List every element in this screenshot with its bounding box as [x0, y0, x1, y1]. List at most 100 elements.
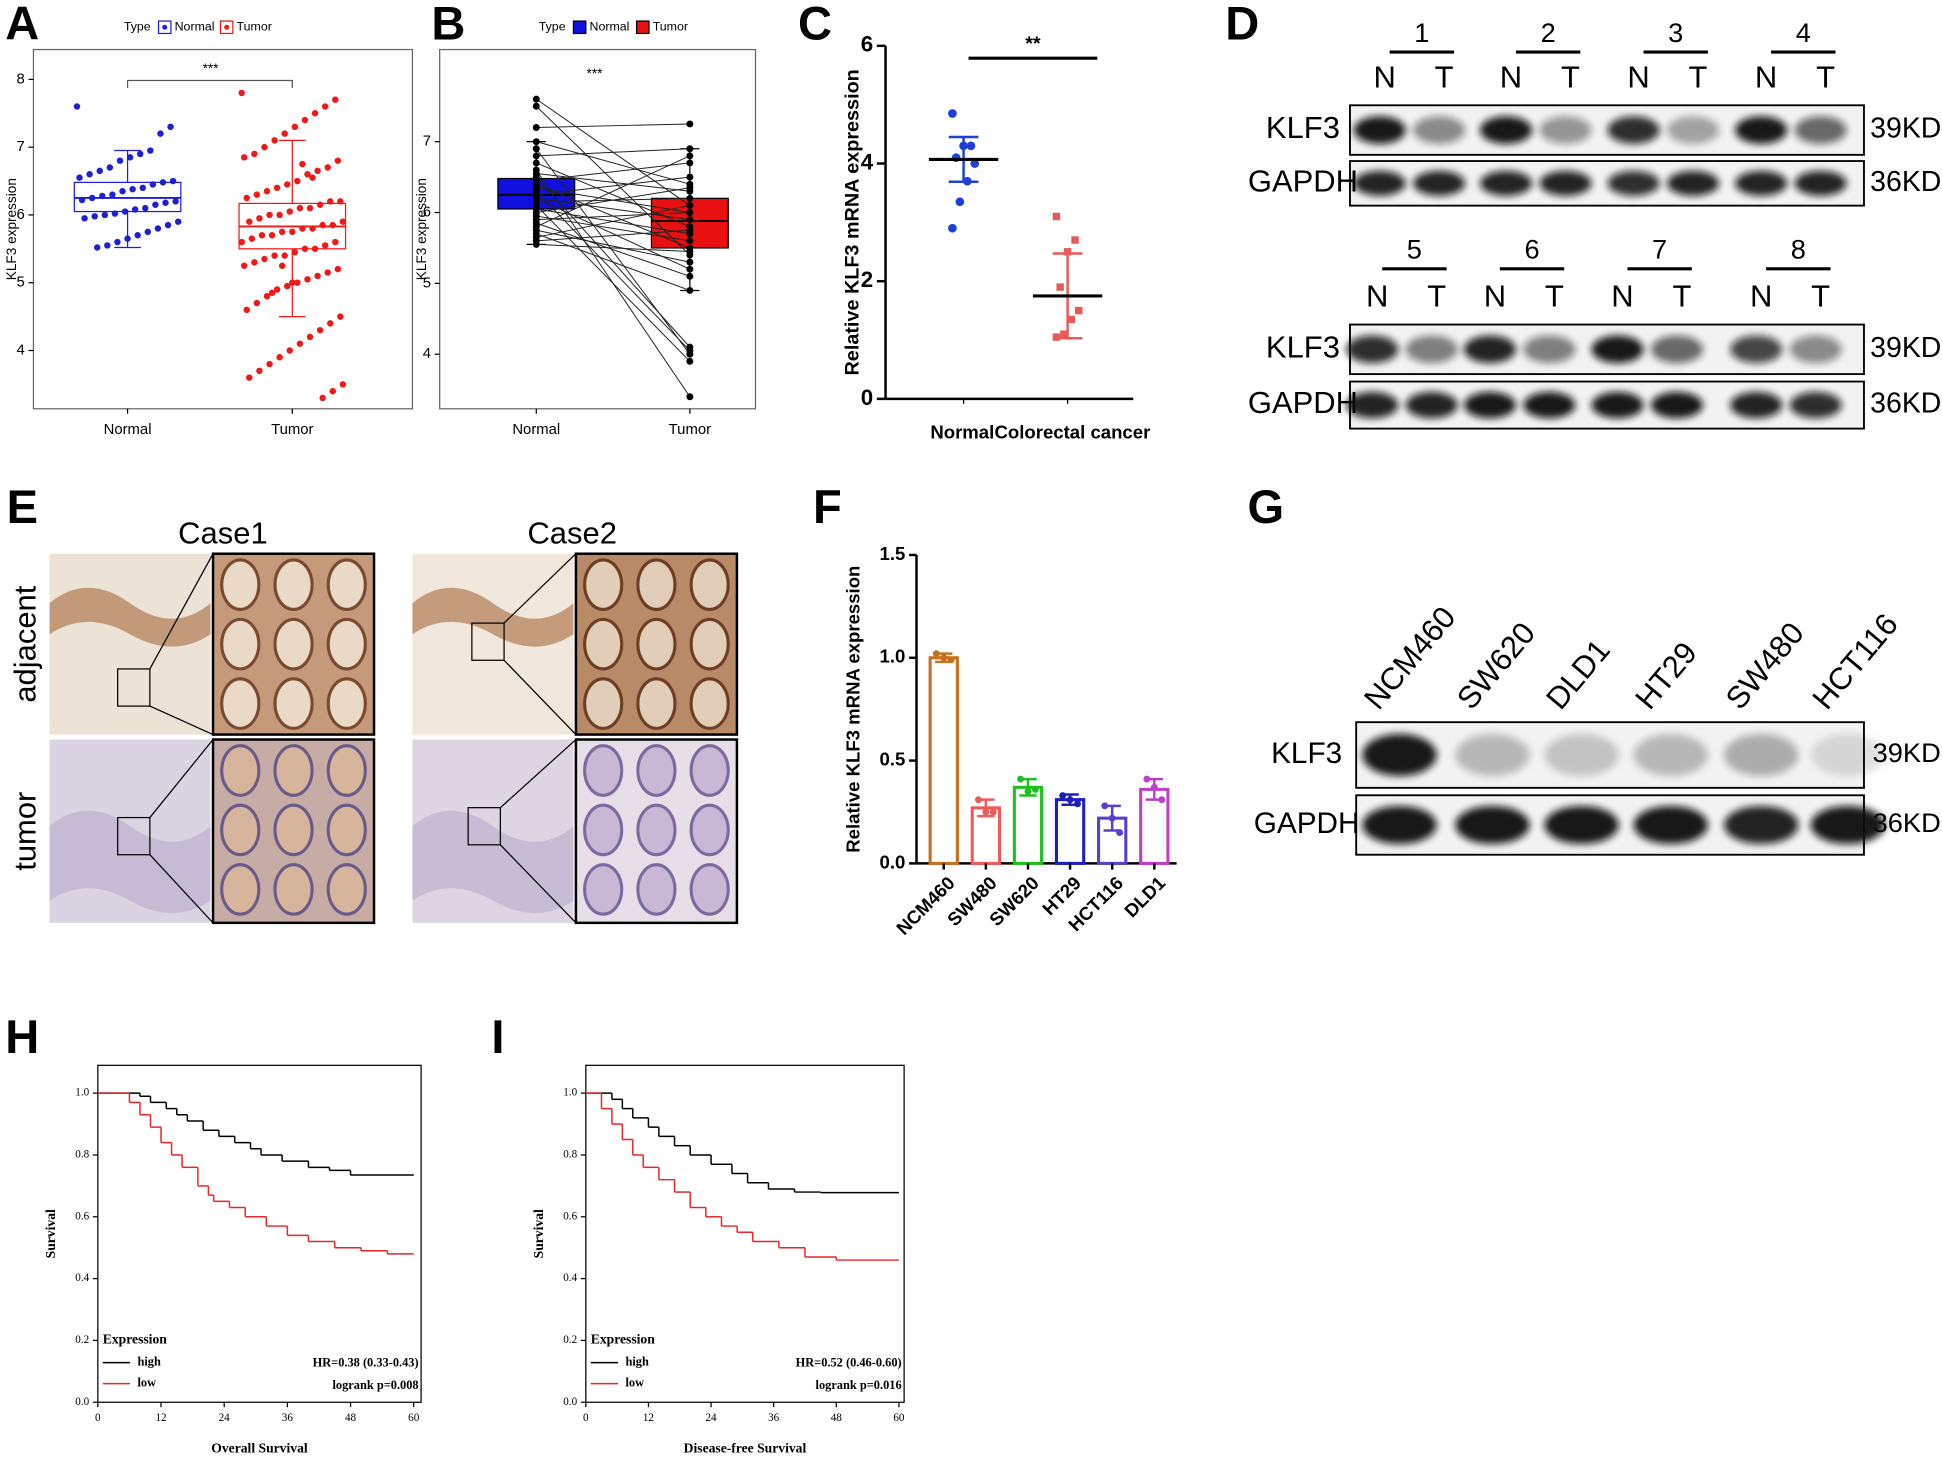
- blot-band: [1591, 335, 1644, 364]
- data-point: [319, 221, 326, 229]
- legend-label: Normal: [175, 20, 215, 34]
- y-tick-label: 5: [17, 275, 25, 291]
- pair-line: [536, 148, 690, 157]
- lane-group-number: 4: [1796, 17, 1811, 48]
- legend-label: high: [137, 1354, 161, 1368]
- x-tick-label: 48: [831, 1412, 843, 1424]
- y-tick-label: 1.0: [75, 1087, 89, 1099]
- gland: [689, 744, 730, 797]
- data-point: [327, 198, 334, 205]
- data-point: [299, 160, 306, 168]
- lane-label: T: [1811, 279, 1830, 314]
- zoom-box: [471, 622, 505, 661]
- y-axis-label: Relative KLF3 mRNA expression: [842, 566, 863, 853]
- row-label: GAPDH: [1248, 385, 1358, 420]
- logrank-annotation: logrank p=0.016: [816, 1378, 902, 1392]
- lane-label: N: [1366, 279, 1388, 314]
- gland: [273, 803, 314, 857]
- pair-line: [536, 162, 690, 182]
- data-point: [948, 223, 957, 233]
- data-point: [271, 137, 278, 144]
- plot-frame: [97, 1064, 422, 1403]
- data-point: [278, 228, 286, 236]
- blot-band: [1724, 805, 1799, 845]
- data-point: [106, 164, 114, 171]
- y-tick-label: 0: [861, 385, 873, 410]
- data-point: [686, 272, 694, 280]
- data-point: [1067, 315, 1076, 324]
- data-point: [131, 206, 139, 213]
- data-point: [99, 192, 106, 200]
- data-point: [81, 215, 88, 222]
- gland: [326, 863, 367, 916]
- pair-line: [536, 229, 690, 263]
- y-tick-label: 0.6: [75, 1210, 89, 1222]
- tissue-band: [412, 810, 574, 913]
- pair-line: [535, 190, 691, 352]
- lane-group-number: 3: [1668, 17, 1683, 48]
- data-point: [319, 394, 326, 402]
- gland: [583, 677, 624, 730]
- lane-label: N: [1500, 59, 1522, 94]
- data-point: [1017, 775, 1025, 783]
- data-point: [1158, 796, 1166, 804]
- data-point: [324, 269, 331, 276]
- data-point: [686, 258, 694, 266]
- x-axis-label: Disease-free Survival: [684, 1440, 807, 1455]
- data-point: [243, 306, 250, 314]
- legend-title: Expression: [103, 1331, 167, 1346]
- lane-label: N: [1611, 279, 1633, 314]
- data-point: [243, 194, 250, 202]
- data-point: [248, 235, 256, 242]
- data-point: [940, 654, 948, 662]
- pair-line: [536, 197, 691, 270]
- data-point: [172, 198, 179, 205]
- x-tick-label: 12: [155, 1412, 166, 1424]
- y-tick-label: 0.6: [563, 1210, 577, 1222]
- x-tick-label: 60: [408, 1412, 420, 1424]
- y-axis-label: Survival: [531, 1209, 546, 1258]
- lane-group-number: 8: [1791, 234, 1806, 265]
- data-point: [947, 656, 955, 664]
- lane-label: T: [1672, 279, 1691, 314]
- data-point: [91, 213, 98, 220]
- y-tick-label: 7: [423, 134, 431, 150]
- zoom-connector: [499, 739, 577, 809]
- y-tick-label: 1.5: [880, 543, 906, 564]
- lane-label: HCT116: [1805, 607, 1904, 716]
- data-point: [327, 320, 334, 327]
- data-point: [142, 204, 149, 212]
- plot-frame: [439, 48, 757, 410]
- data-point: [139, 184, 146, 192]
- data-point: [114, 238, 121, 246]
- lane-label: T: [1545, 279, 1564, 314]
- lane-group-number: 7: [1652, 234, 1667, 265]
- data-point: [126, 154, 134, 161]
- legend-swatch: [635, 20, 650, 35]
- blot-band: [1810, 805, 1886, 845]
- bar: [1054, 798, 1086, 865]
- pair-line: [536, 197, 690, 221]
- data-point: [263, 187, 271, 195]
- data-point: [686, 265, 694, 273]
- blot-band: [1650, 391, 1703, 419]
- lane-label: T: [1427, 279, 1446, 314]
- x-tick-label: Tumor: [669, 422, 711, 438]
- data-point: [246, 374, 253, 381]
- blot-band: [1810, 734, 1886, 777]
- gland: [220, 617, 261, 671]
- zoom-connector: [149, 854, 214, 924]
- data-point: [121, 208, 129, 215]
- lane-label: T: [1816, 59, 1835, 94]
- y-tick-label: 6: [861, 32, 873, 57]
- y-axis-label: KLF3 expression: [414, 178, 429, 280]
- row-label: GAPDH: [1254, 807, 1360, 840]
- data-point: [119, 187, 126, 195]
- data-point: [246, 218, 253, 225]
- gland: [220, 803, 261, 857]
- zoom-box: [117, 816, 151, 856]
- case-label: Case2: [527, 515, 616, 550]
- y-tick-label: 1.0: [563, 1087, 577, 1099]
- zoom-connector: [503, 553, 577, 624]
- bar: [928, 656, 959, 865]
